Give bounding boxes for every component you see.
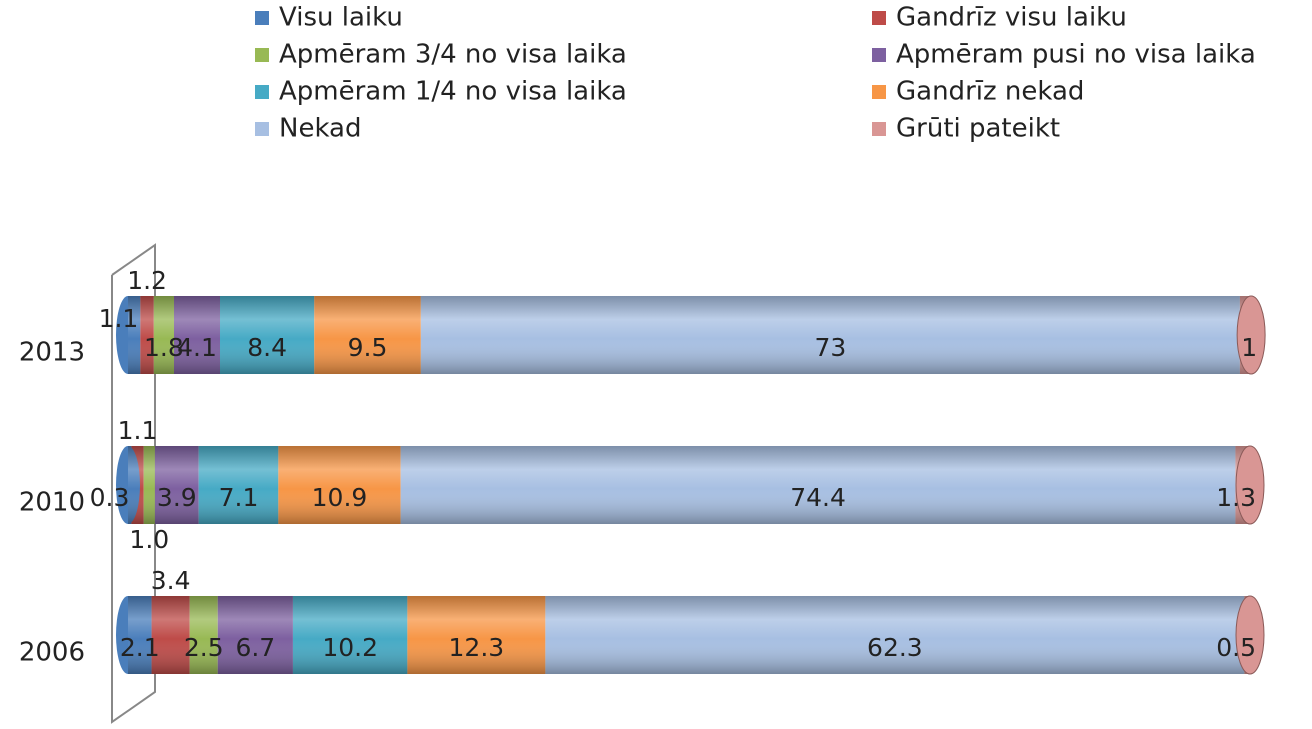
category-label: 2006 bbox=[19, 638, 85, 668]
data-label: 4.1 bbox=[177, 333, 217, 362]
legend-label: Apmēram 3/4 no visa laika bbox=[279, 40, 627, 70]
legend-label: Apmēram 1/4 no visa laika bbox=[279, 77, 627, 107]
data-label: 9.5 bbox=[348, 333, 388, 362]
legend-label: Gandrīz visu laiku bbox=[896, 3, 1127, 33]
legend-swatch bbox=[255, 11, 269, 25]
data-label: 62.3 bbox=[867, 633, 923, 662]
bar-shading bbox=[128, 446, 1250, 524]
legend-swatch bbox=[872, 48, 886, 62]
data-label: 1.1 bbox=[99, 304, 139, 333]
data-label: 3.9 bbox=[157, 483, 197, 512]
bar-shading bbox=[128, 296, 1252, 374]
bar-cap-right bbox=[1235, 595, 1265, 675]
bar-cap-right bbox=[1235, 445, 1265, 525]
data-label: 1.3 bbox=[1216, 483, 1256, 512]
bar-cap-right bbox=[1236, 295, 1266, 375]
data-label: 6.7 bbox=[235, 633, 275, 662]
data-label: 1.0 bbox=[129, 525, 169, 554]
data-label: 1 bbox=[1241, 333, 1257, 362]
legend-swatch bbox=[872, 85, 886, 99]
data-label: 10.2 bbox=[322, 633, 378, 662]
legend-label: Grūti pateikt bbox=[896, 114, 1060, 144]
data-label: 1.2 bbox=[127, 266, 167, 295]
legend-swatch bbox=[872, 11, 886, 25]
legend-swatch bbox=[872, 122, 886, 136]
data-label: 10.9 bbox=[312, 483, 368, 512]
data-label: 0.3 bbox=[90, 483, 130, 512]
data-label: 74.4 bbox=[790, 483, 846, 512]
legend-label: Gandrīz nekad bbox=[896, 77, 1084, 107]
data-label: 73 bbox=[814, 333, 846, 362]
legend-swatch bbox=[255, 48, 269, 62]
data-label: 2.5 bbox=[184, 633, 224, 662]
legend-label: Nekad bbox=[279, 114, 361, 144]
category-label: 2013 bbox=[19, 338, 85, 368]
data-label: 2.1 bbox=[120, 633, 160, 662]
data-label: 1.1 bbox=[118, 416, 158, 445]
legend-label: Visu laiku bbox=[279, 3, 403, 33]
data-label: 3.4 bbox=[151, 566, 191, 595]
data-label: 1.8 bbox=[144, 333, 184, 362]
data-label: 8.4 bbox=[247, 333, 287, 362]
data-label: 12.3 bbox=[449, 633, 505, 662]
axis-wall bbox=[111, 243, 156, 724]
category-label: 2010 bbox=[19, 488, 85, 518]
legend-swatch bbox=[255, 85, 269, 99]
data-label: 7.1 bbox=[219, 483, 259, 512]
legend-label: Apmēram pusi no visa laika bbox=[896, 40, 1256, 70]
bar-shading bbox=[128, 596, 1250, 674]
legend-swatch bbox=[255, 122, 269, 136]
data-label: 0.5 bbox=[1216, 633, 1256, 662]
